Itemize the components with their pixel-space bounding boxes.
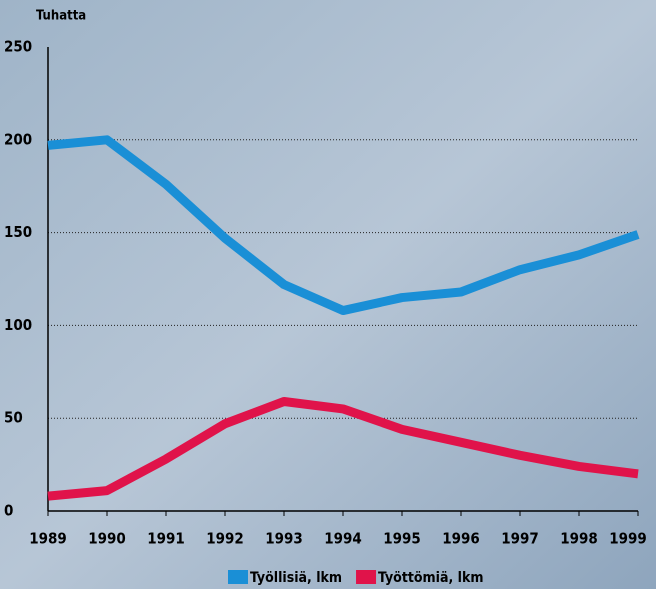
- y-tick-label: 250: [4, 38, 32, 56]
- x-tick-label: 1990: [88, 530, 126, 548]
- x-tick-label: 1999: [609, 530, 647, 548]
- y-tick-label: 100: [4, 316, 32, 334]
- x-tick-label: 1989: [29, 530, 67, 548]
- x-tick-label: 1992: [206, 530, 244, 548]
- x-tick-label: 1994: [324, 530, 362, 548]
- line: [47, 396, 639, 501]
- y-tick-label: 0: [4, 502, 13, 520]
- y-tick-label: 150: [4, 223, 32, 241]
- y-axis-title: Tuhatta: [36, 9, 86, 24]
- x-tick-label: 1991: [147, 530, 185, 548]
- x-tick-label: 1995: [383, 530, 421, 548]
- legend-swatch: [228, 570, 248, 584]
- x-tick-label: 1996: [442, 530, 480, 548]
- legend-label: Työllisiä, lkm: [250, 570, 342, 586]
- legend-label: Työttömiä, lkm: [378, 570, 483, 586]
- y-tick-label: 200: [4, 130, 32, 148]
- x-tick-label: 1997: [501, 530, 539, 548]
- x-tick-label: 1998: [560, 530, 598, 548]
- x-tick-label: 1993: [265, 530, 303, 548]
- legend-swatch: [356, 570, 377, 584]
- line: [47, 135, 640, 316]
- y-tick-label: 50: [4, 409, 23, 427]
